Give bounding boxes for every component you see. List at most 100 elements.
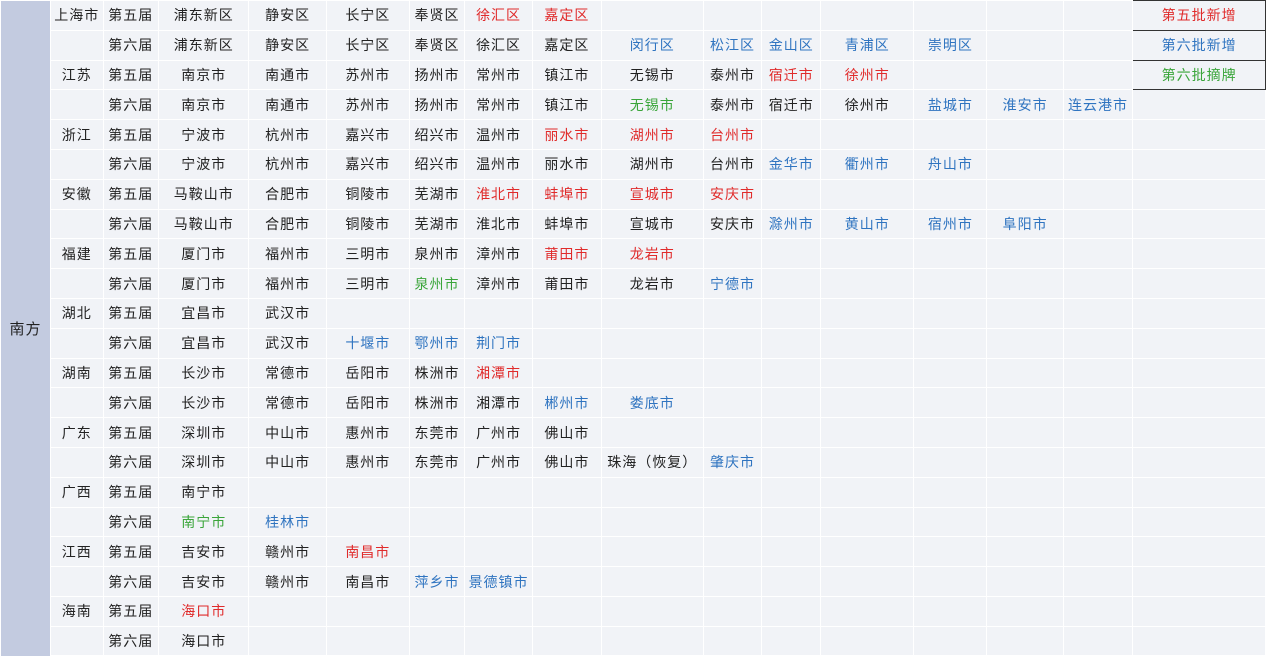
table-row: 广东 第五届 深圳市 中山市 惠州市 东莞市 广州市 佛山市 — [1, 417, 1266, 448]
city-cell: 丽水市 — [531, 148, 602, 180]
empty-cell — [761, 357, 822, 389]
empty-cell — [820, 625, 915, 657]
table-row: 第六届 浦东新区 静安区 长宁区 奉贤区 徐汇区 嘉定区 闵行区 松江区 金山区 青浦区 崇明区 第六批… — [1, 29, 1266, 61]
city-cell: 南昌市 — [325, 536, 410, 568]
batch-cell: 第五届 — [102, 297, 159, 329]
empty-cell — [913, 625, 988, 657]
city-cell: 崇明区 — [913, 29, 988, 61]
city-cell: 合肥市 — [248, 208, 327, 240]
batch-cell: 第六届 — [102, 89, 159, 121]
table-row: 湖北 第五届 宜昌市 武汉市 — [1, 297, 1266, 329]
city-cell: 徐汇区 — [464, 0, 533, 31]
city-cell: 芜湖市 — [408, 178, 466, 210]
empty-cell — [820, 357, 915, 389]
city-cell: 镇江市 — [531, 59, 602, 91]
empty-cell — [702, 625, 763, 657]
legend-item: 第五批新增 — [1132, 0, 1266, 31]
city-cell: 铜陵市 — [325, 178, 410, 210]
empty-cell — [913, 566, 988, 597]
table-row: 海南 第五届 海口市 — [1, 595, 1266, 627]
empty-cell — [531, 357, 602, 389]
empty-cell — [702, 595, 763, 627]
empty-cell — [325, 625, 410, 657]
empty-cell — [325, 297, 410, 329]
city-cell: 常州市 — [464, 89, 533, 121]
empty-cell — [408, 625, 466, 657]
city-cell: 马鞍山市 — [157, 208, 250, 240]
city-cell: 佛山市 — [531, 446, 602, 478]
empty-cell — [600, 595, 704, 627]
empty-cell — [1132, 446, 1266, 478]
city-cell: 苏州市 — [325, 59, 410, 91]
empty-cell — [531, 327, 602, 359]
city-cell: 吉安市 — [157, 566, 250, 597]
province-cell — [49, 208, 104, 240]
province-cell: 江西 — [49, 536, 104, 568]
empty-cell — [1062, 208, 1134, 240]
city-cell: 苏州市 — [325, 89, 410, 121]
city-cell: 萍乡市 — [408, 566, 466, 597]
city-cell: 湘潭市 — [464, 387, 533, 419]
province-cell: 广东 — [49, 417, 104, 448]
legend-item: 第六批摘牌 — [1132, 59, 1266, 91]
city-cell: 闵行区 — [600, 29, 704, 61]
city-cell: 景德镇市 — [464, 566, 533, 597]
city-cell: 湖州市 — [600, 119, 704, 150]
city-cell: 衢州市 — [820, 148, 915, 180]
empty-cell — [1062, 59, 1134, 91]
city-cell: 三明市 — [325, 268, 410, 299]
empty-cell — [761, 387, 822, 419]
empty-cell — [761, 595, 822, 627]
city-cell: 阜阳市 — [986, 208, 1064, 240]
empty-cell — [820, 178, 915, 210]
city-cell: 蚌埠市 — [531, 178, 602, 210]
city-cell: 丽水市 — [531, 119, 602, 150]
city-cell: 肇庆市 — [702, 446, 763, 478]
empty-cell — [600, 476, 704, 508]
city-cell: 淮北市 — [464, 208, 533, 240]
empty-cell — [600, 566, 704, 597]
city-cell: 芜湖市 — [408, 208, 466, 240]
empty-cell — [761, 178, 822, 210]
empty-cell — [1062, 327, 1134, 359]
city-cell: 武汉市 — [248, 327, 327, 359]
empty-cell — [761, 327, 822, 359]
empty-cell — [913, 506, 988, 538]
empty-cell — [1062, 0, 1134, 31]
batch-cell: 第五届 — [102, 417, 159, 448]
city-cell: 蚌埠市 — [531, 208, 602, 240]
empty-cell — [820, 238, 915, 270]
empty-cell — [913, 178, 988, 210]
empty-cell — [1132, 417, 1266, 448]
batch-cell: 第六届 — [102, 566, 159, 597]
batch-cell: 第六届 — [102, 387, 159, 419]
city-cell: 莆田市 — [531, 268, 602, 299]
empty-cell — [1062, 476, 1134, 508]
empty-cell — [531, 476, 602, 508]
empty-cell — [702, 357, 763, 389]
city-cell: 南通市 — [248, 59, 327, 91]
empty-cell — [531, 536, 602, 568]
batch-cell: 第六届 — [102, 208, 159, 240]
table-row: 福建 第五届 厦门市 福州市 三明市 泉州市 漳州市 莆田市 龙岩市 — [1, 238, 1266, 270]
empty-cell — [820, 387, 915, 419]
empty-cell — [986, 119, 1064, 150]
city-cell: 中山市 — [248, 417, 327, 448]
city-cell: 扬州市 — [408, 89, 466, 121]
city-cell: 惠州市 — [325, 417, 410, 448]
city-cell: 黄山市 — [820, 208, 915, 240]
table-row: 第六届 长沙市 常德市 岳阳市 株洲市 湘潭市 郴州市 娄底市 — [1, 387, 1266, 419]
city-cell: 莆田市 — [531, 238, 602, 270]
province-cell — [49, 148, 104, 180]
city-cell: 宿州市 — [913, 208, 988, 240]
table-row: 第六届 吉安市 赣州市 南昌市 萍乡市 景德镇市 — [1, 566, 1266, 597]
empty-cell — [1062, 446, 1134, 478]
empty-cell — [1132, 148, 1266, 180]
empty-cell — [1062, 625, 1134, 657]
empty-cell — [600, 417, 704, 448]
empty-cell — [702, 0, 763, 31]
batch-cell: 第五届 — [102, 536, 159, 568]
empty-cell — [702, 297, 763, 329]
